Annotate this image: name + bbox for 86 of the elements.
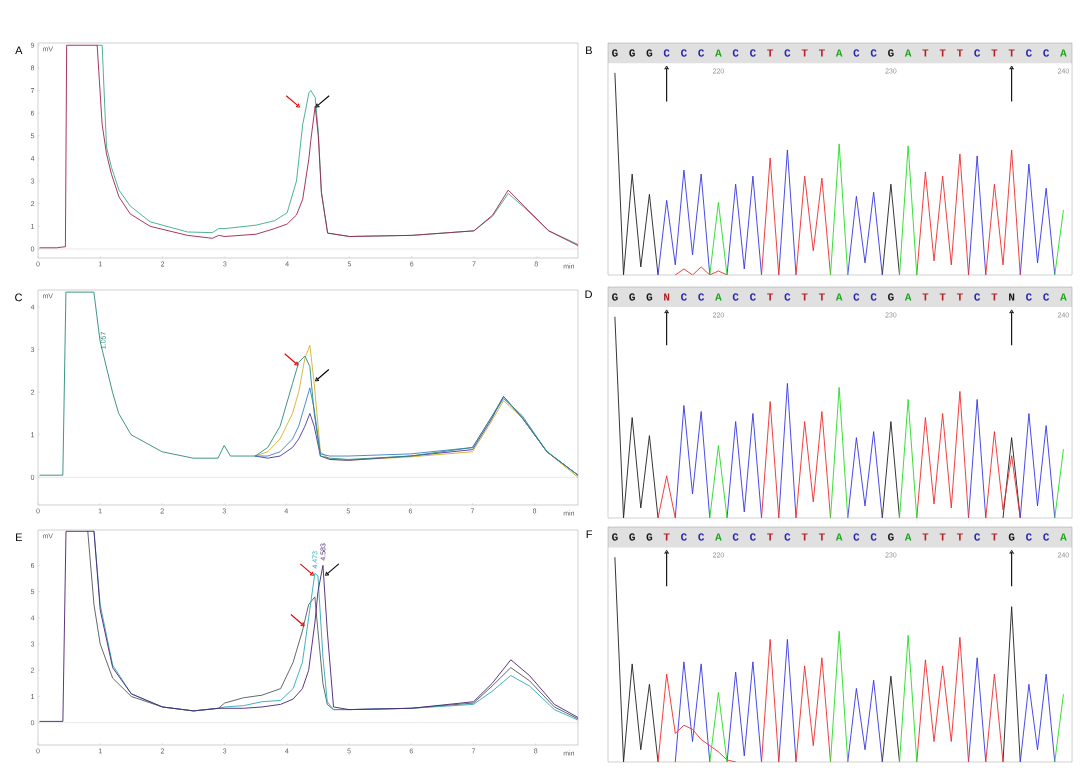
x-tick-label: G [646,49,653,57]
x-tick-label: C [698,533,705,541]
x-tick-label: C [784,49,791,57]
x-tick-label: T [767,49,774,57]
x-tick-label: A [1060,293,1067,301]
x-tick-label: T [991,293,998,301]
x-tick-label: G [646,533,653,541]
chart-title: B [586,46,592,55]
x-tick-label: T [801,49,808,57]
x-tick-label: C [974,49,981,57]
x-tick-label: A [835,533,843,541]
x-tick-label: G [1008,533,1015,541]
x-tick-label: C [870,293,877,301]
x-tick-label: G [629,533,635,541]
x-tick-label: A [904,293,912,301]
x-tick-label: C [974,533,981,541]
x-tick-label: C [784,293,791,301]
x-tick-label: C [681,533,687,541]
x-tick-label: T [991,49,998,57]
x-tick-label: N [664,293,670,301]
x-tick-label: A [1060,533,1067,541]
x-tick-label: C [698,293,705,301]
x-tick-label: A [715,293,722,301]
x-tick-label: G [646,293,653,301]
x-tick-label: T [956,293,963,301]
x-tick-label: C [870,49,877,57]
x-tick-label: T [818,293,825,301]
x-tick-label: T [922,293,929,301]
x-tick-label: C [853,49,860,57]
x-tick-label: T [939,293,946,301]
x-tick-label: T [1008,49,1015,57]
chart-title: D [585,290,592,299]
x-tick-label: G [629,293,635,301]
x-tick-label: C [784,533,791,541]
x-tick-label: T [956,49,963,57]
x-tick-label: G [612,293,618,301]
x-tick-label: T [922,49,929,57]
x-tick-label: G [629,49,635,57]
x-tick-label: C [732,533,739,541]
x-tick-label: C [1026,293,1032,301]
line-series [39,291,579,476]
x-tick-label: T [939,533,946,541]
x-tick-label: C [870,533,877,541]
x-tick-label: C [853,293,860,301]
x-tick-label: A [904,49,912,57]
x-tick-label: T [767,533,774,541]
x-tick-label: T [801,533,808,541]
x-tick-label: T [922,533,929,541]
x-tick-label: A [715,533,722,541]
x-tick-label: C [974,293,981,301]
x-tick-label: T [767,293,774,301]
x-tick-label: A [715,49,722,57]
x-tick-label: T [818,49,825,57]
x-tick-label: T [939,49,946,57]
x-tick-label: A [835,293,843,301]
x-tick-label: T [991,533,998,541]
x-tick-label: A [835,49,843,57]
x-tick-label: C [853,533,860,541]
x-tick-label: G [612,533,618,541]
x-tick-label: G [888,49,894,57]
x-tick-label: C [732,293,739,301]
chart-title: F [586,530,593,539]
x-tick-label: T [956,533,963,541]
x-tick-label: C [732,49,739,57]
x-tick-label: G [888,293,894,301]
x-tick-label: T [818,533,825,541]
x-tick-label: C [663,49,670,57]
chart-title: E [16,533,22,542]
x-tick-label: N [1009,293,1015,301]
x-tick-label: C [1026,533,1032,541]
x-tick-label: A [1060,49,1067,57]
x-tick-label: C [750,49,756,57]
x-tick-label: G [888,533,894,541]
x-tick-label: T [801,293,808,301]
x-tick-label: C [750,293,756,301]
x-tick-label: C [681,49,687,57]
x-tick-label: C [1043,49,1050,57]
x-tick-label: A [904,533,912,541]
x-tick-label: C [698,49,705,57]
x-tick-label: G [612,49,618,57]
x-tick-label: C [1043,533,1050,541]
x-tick-label: C [1026,49,1032,57]
x-tick-label: C [681,293,687,301]
x-tick-label: T [663,533,670,541]
x-tick-label: C [750,533,756,541]
x-tick-label: C [1043,293,1050,301]
